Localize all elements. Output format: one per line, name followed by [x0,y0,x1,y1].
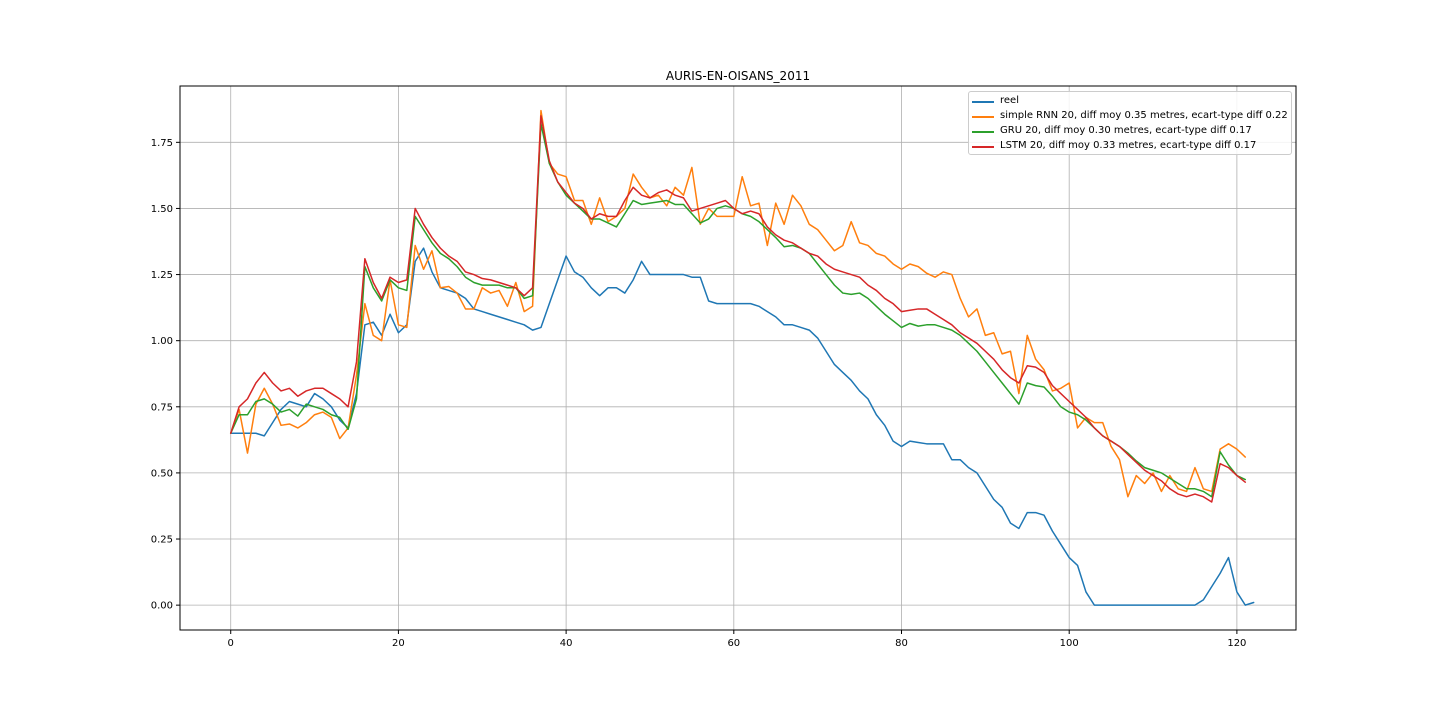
x-tick-label: 0 [228,638,234,649]
x-tick-label: 60 [727,638,740,649]
legend-label-gru: GRU 20, diff moy 0.30 metres, ecart-type… [1000,125,1252,136]
legend-label-simple-rnn: simple RNN 20, diff moy 0.35 metres, eca… [1000,110,1288,121]
legend-item-simple-rnn: simple RNN 20, diff moy 0.35 metres, eca… [969,109,1289,124]
y-axis: 0.00 0.25 0.50 0.75 1.00 1.25 1.50 1.75 [151,138,180,612]
chart-title: AURIS-EN-OISANS_2011 [666,69,810,83]
y-tick-label: 1.50 [151,204,173,215]
legend-item-lstm: LSTM 20, diff moy 0.33 metres, ecart-typ… [969,139,1289,154]
x-tick-label: 120 [1227,638,1246,649]
y-tick-label: 0.00 [151,601,173,612]
y-tick-label: 1.75 [151,138,173,149]
series-line-simple-rnn [229,109,1247,498]
y-tick-label: 0.50 [151,468,173,479]
legend-swatch-gru [972,131,994,133]
legend: reel simple RNN 20, diff moy 0.35 metres… [968,91,1292,155]
legend-label-reel: reel [1000,95,1019,106]
x-tick-label: 80 [895,638,908,649]
x-tick-label: 20 [392,638,405,649]
legend-swatch-lstm [972,146,994,148]
series-line-lstm [229,115,1247,503]
plot-frame [179,85,1297,631]
x-tick-label: 40 [560,638,573,649]
y-tick-label: 0.75 [151,402,173,413]
series-line-reel [229,247,1255,606]
y-tick-label: 0.25 [151,535,173,546]
x-tick-label: 100 [1060,638,1079,649]
legend-swatch-reel [972,101,994,103]
y-tick-label: 1.25 [151,270,173,281]
legend-label-lstm: LSTM 20, diff moy 0.33 metres, ecart-typ… [1000,140,1257,151]
y-tick-label: 1.00 [151,336,173,347]
legend-item-gru: GRU 20, diff moy 0.30 metres, ecart-type… [969,124,1289,139]
series-lines [229,109,1255,606]
legend-swatch-simple-rnn [972,116,994,118]
x-axis: 0 20 40 60 80 100 120 [228,630,1246,649]
legend-item-reel: reel [969,94,1289,109]
